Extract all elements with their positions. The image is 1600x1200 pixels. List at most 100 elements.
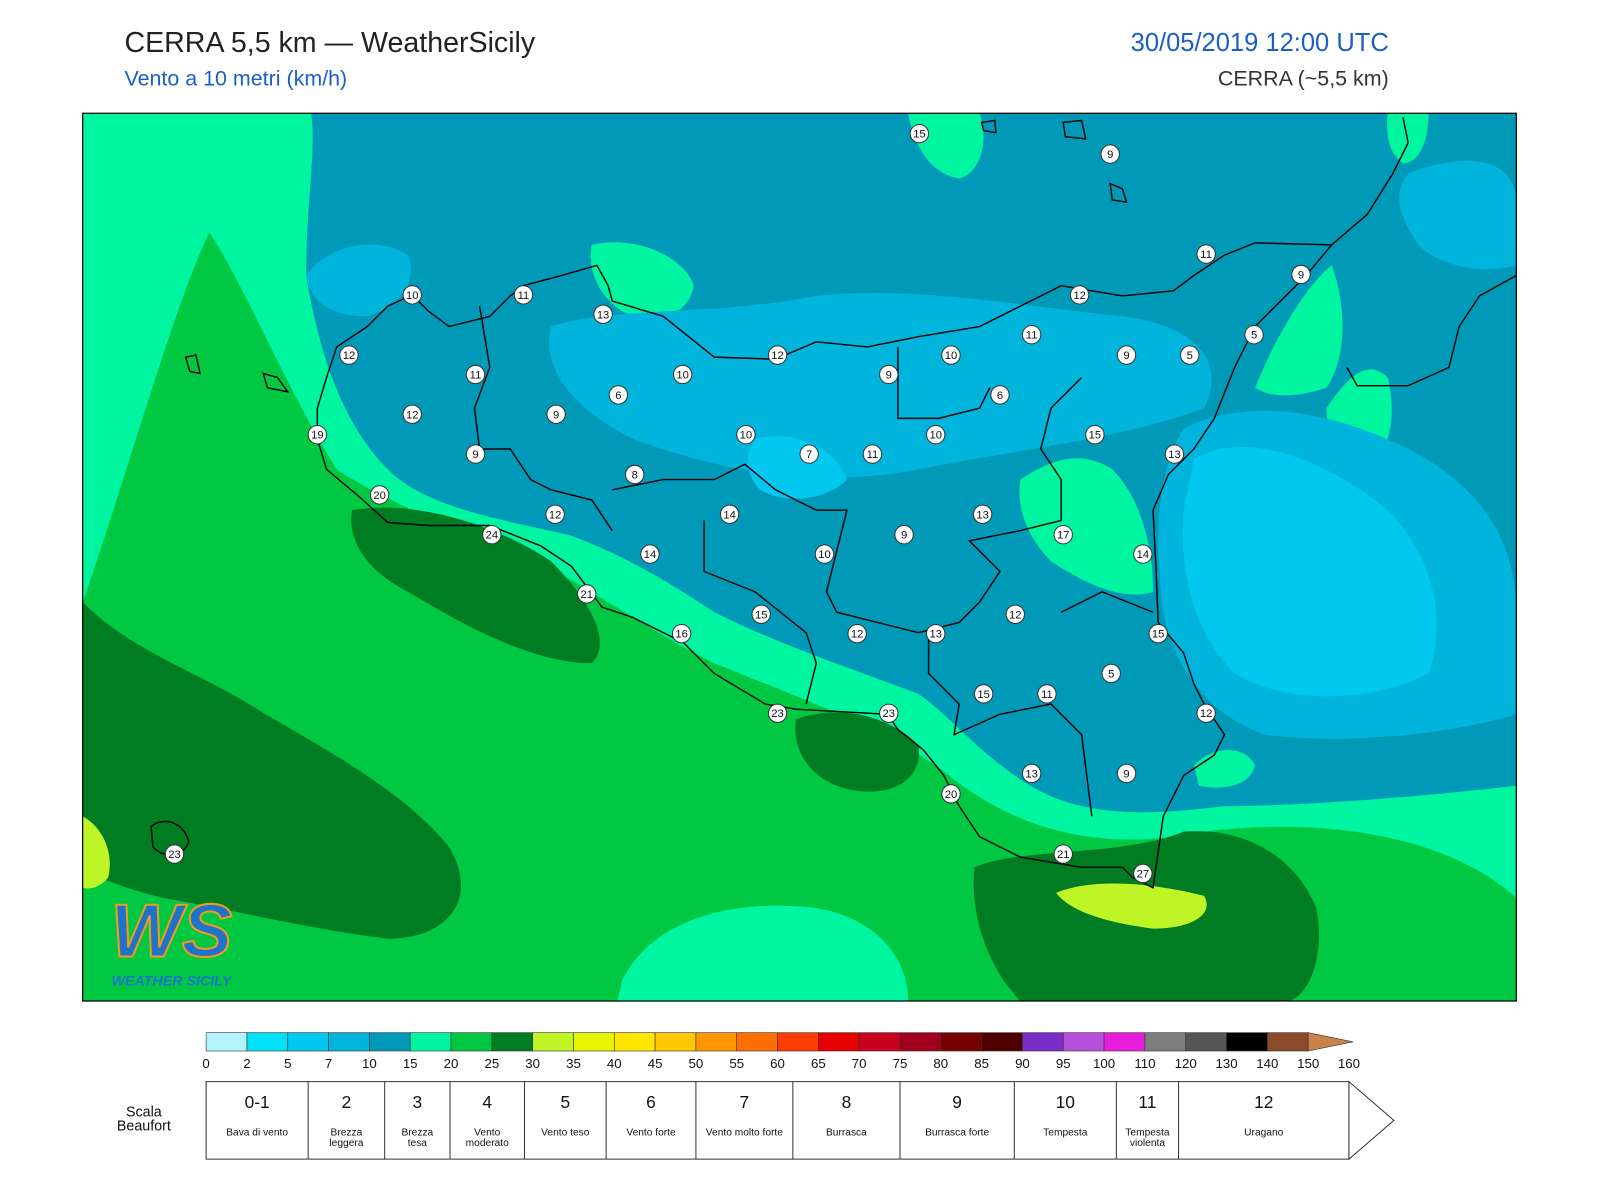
colorbar-segment: [736, 1032, 778, 1052]
station-marker: [164, 844, 185, 864]
station-marker: [369, 485, 390, 505]
station-marker: [1133, 863, 1153, 884]
colorbar: 0 2 5 7 10 15 20 25 30 35 40 45 50 55 60 65 70 75 80 85 90 95…: [202, 1032, 1395, 1161]
station-value: 12: [343, 350, 355, 362]
colorbar-segment: [940, 1032, 982, 1052]
station-marker: [1180, 345, 1200, 365]
station-value: 12: [771, 350, 783, 362]
station-marker: [339, 345, 359, 365]
station-marker: [402, 404, 422, 424]
station-value: 5: [1187, 350, 1193, 362]
colorbar-tick-label: 25: [484, 1056, 499, 1071]
colorbar-tick-label: 15: [403, 1056, 418, 1071]
colorbar-segment: [613, 1032, 656, 1052]
station-marker: [879, 364, 899, 385]
colorbar-tick-label: 130: [1215, 1056, 1237, 1071]
colorbar-segment: [1022, 1032, 1064, 1052]
station-value: 14: [1137, 549, 1149, 561]
station-marker: [972, 504, 993, 524]
station-marker: [671, 623, 692, 644]
beaufort-name: Vento molto forte: [705, 1127, 783, 1139]
station-marker: [465, 364, 486, 385]
station-marker: [879, 703, 899, 723]
station-marker: [1133, 544, 1153, 564]
beaufort-force: 6: [646, 1092, 656, 1113]
station-marker: [926, 424, 946, 445]
colorbar-tick-label: 95: [1056, 1056, 1071, 1071]
station-value: 14: [644, 549, 656, 561]
colorbar-tick-label: 10: [362, 1056, 377, 1071]
colorbar-segment: [858, 1032, 901, 1052]
colorbar-segment: [1144, 1032, 1187, 1052]
station-value: 12: [1009, 609, 1021, 621]
station-marker: [847, 623, 867, 644]
station-value: 9: [1298, 269, 1304, 281]
station-marker: [402, 285, 422, 305]
colorbar-tick-label: 70: [852, 1056, 867, 1071]
beaufort-force: 5: [560, 1092, 571, 1113]
colorbar-segment: [369, 1032, 411, 1052]
colorbar-segment: [1103, 1032, 1146, 1052]
beaufort-force: 7: [739, 1092, 750, 1113]
colorbar-segment: [654, 1032, 697, 1052]
colorbar-segment: [981, 1032, 1023, 1052]
station-value: 11: [867, 449, 879, 461]
station-value: 21: [1057, 849, 1069, 861]
colorbar-segment: [695, 1032, 738, 1052]
station-marker: [1053, 844, 1073, 864]
beaufort-force: 4: [482, 1092, 493, 1113]
station-value: 12: [851, 629, 863, 641]
station-marker: [1244, 324, 1264, 345]
beaufort-name: Burrasca: [825, 1127, 867, 1139]
beaufort-label: Scala Beaufort: [116, 1103, 171, 1134]
model: CERRA (~5,5 km): [1217, 67, 1389, 91]
colorbar-segment: [899, 1032, 942, 1052]
station-marker: [640, 544, 660, 564]
station-marker: [482, 524, 502, 545]
colorbar-tick-label: 7: [325, 1056, 332, 1071]
station-value: 12: [1073, 290, 1085, 302]
beaufort-name: Tempesta: [1043, 1127, 1088, 1139]
colorbar-tick-label: 150: [1297, 1056, 1319, 1071]
station-marker: [990, 385, 1010, 405]
beaufort-arrow: [1348, 1080, 1395, 1161]
colorbar-arrow: [1307, 1032, 1354, 1052]
station-value: 13: [929, 629, 941, 641]
station-value: 16: [675, 629, 687, 641]
station-value: 20: [945, 789, 957, 801]
station-marker: [1085, 424, 1105, 445]
colorbar-tick-label: 80: [933, 1056, 948, 1071]
station-marker: [894, 524, 914, 545]
beaufort-force: 3: [412, 1092, 423, 1113]
title: CERRA 5,5 km — WeatherSicily: [124, 26, 536, 59]
colorbar-tick-label: 160: [1338, 1056, 1360, 1071]
station-marker: [1069, 285, 1090, 305]
colorbar-tick-label: 2: [243, 1056, 250, 1071]
station-marker: [909, 123, 930, 144]
station-marker: [608, 385, 629, 405]
station-marker: [1021, 763, 1042, 784]
colorbar-segment: [1062, 1032, 1105, 1052]
colorbar-tick-label: 50: [689, 1056, 704, 1071]
logo-name: WEATHER SICILY: [111, 973, 232, 989]
station-marker: [751, 604, 771, 624]
colorbar-tick-label: 20: [444, 1056, 459, 1071]
station-marker: [1021, 324, 1042, 345]
colorbar-segment: [205, 1032, 248, 1052]
station-value: 12: [1200, 708, 1212, 720]
station-value: 23: [168, 849, 180, 861]
station-value: 11: [1041, 689, 1053, 701]
colorbar-tick-label: 140: [1256, 1056, 1278, 1071]
colorbar-tick-label: 85: [974, 1056, 989, 1071]
beaufort-force: 8: [841, 1092, 852, 1113]
colorbar-segment: [1226, 1032, 1268, 1052]
station-marker: [1116, 345, 1137, 365]
station-value: 5: [1251, 330, 1257, 342]
beaufort-frame: [205, 1081, 1349, 1160]
colorbar-segment: [1267, 1032, 1309, 1052]
beaufort-name: Uragano: [1244, 1127, 1284, 1139]
station-marker: [814, 544, 835, 564]
colorbar-segment: [287, 1032, 329, 1052]
station-value: 9: [1123, 350, 1129, 362]
